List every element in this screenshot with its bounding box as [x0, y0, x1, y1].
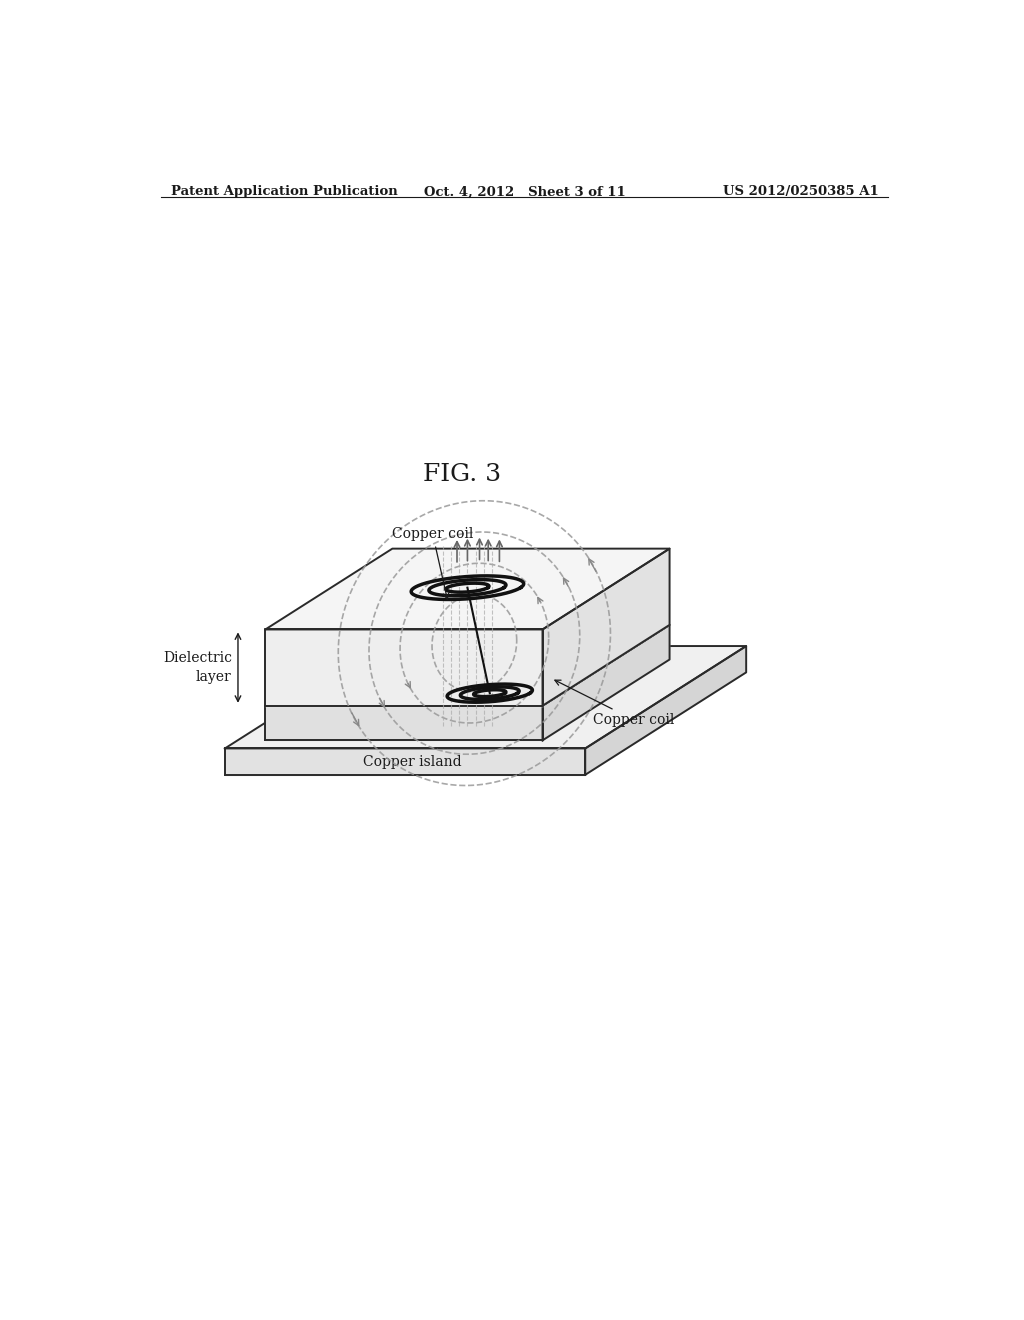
Polygon shape — [225, 645, 746, 748]
Text: Patent Application Publication: Patent Application Publication — [171, 185, 397, 198]
Text: Copper coil: Copper coil — [392, 528, 473, 599]
Polygon shape — [586, 645, 746, 775]
Polygon shape — [543, 624, 670, 741]
Polygon shape — [265, 706, 543, 741]
Text: Si substrate: Si substrate — [282, 730, 367, 743]
Polygon shape — [543, 549, 670, 706]
Polygon shape — [265, 624, 670, 706]
Text: US 2012/0250385 A1: US 2012/0250385 A1 — [723, 185, 879, 198]
Polygon shape — [265, 549, 670, 630]
Polygon shape — [225, 748, 586, 775]
Text: Oct. 4, 2012   Sheet 3 of 11: Oct. 4, 2012 Sheet 3 of 11 — [424, 185, 626, 198]
Text: Copper coil: Copper coil — [555, 680, 675, 727]
Polygon shape — [265, 630, 543, 706]
Text: Dielectric
layer: Dielectric layer — [163, 651, 231, 684]
Text: Copper island: Copper island — [364, 755, 462, 768]
Text: FIG. 3: FIG. 3 — [423, 462, 501, 486]
